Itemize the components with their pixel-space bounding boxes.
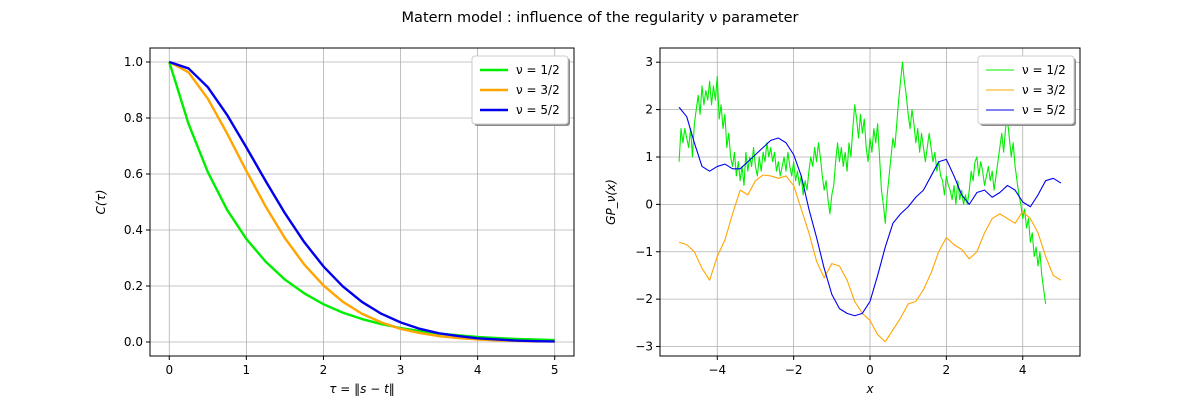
x-tick-label: 3 (397, 363, 405, 377)
legend-entry: ν = 5/2 (516, 103, 560, 117)
y-tick-label: 2 (645, 103, 653, 117)
legend-entry: ν = 1/2 (1022, 63, 1066, 77)
x-tick-label: 4 (1019, 363, 1027, 377)
y-tick-label: 0.2 (124, 279, 143, 293)
y-tick-label: 0.0 (124, 335, 143, 349)
series-line-1 (168, 61, 555, 342)
y-tick-label: 1.0 (124, 55, 143, 69)
x-tick-label: 0 (866, 363, 874, 377)
x-tick-label: −4 (708, 363, 726, 377)
x-tick-label: 2 (320, 363, 328, 377)
series-line-1 (678, 61, 1047, 304)
legend-entry: ν = 3/2 (516, 83, 560, 97)
y-tick-label: 0.4 (124, 223, 143, 237)
legend-entry: ν = 1/2 (516, 63, 560, 77)
x-tick-label: 0 (165, 363, 173, 377)
x-tick-label: 1 (243, 363, 251, 377)
covariance-chart: 0 1 2 3 4 5 0.0 0.2 0.4 0.6 0.8 1.0 τ = ‖s − t‖ C(τ) ν… (94, 47, 575, 396)
series-line-2 (678, 174, 1062, 343)
x-tick-label: −2 (785, 363, 803, 377)
x-tick-label: 4 (474, 363, 482, 377)
y-tick-label: 0.6 (124, 167, 143, 181)
legend-box (471, 55, 569, 125)
y-tick-label: −2 (635, 292, 653, 306)
y-axis-label: GP_ν(x) (604, 179, 618, 225)
y-tick-label: 1 (645, 150, 653, 164)
y-tick-label: 0 (645, 197, 653, 211)
legend-entry: ν = 3/2 (1022, 83, 1066, 97)
y-axis-label: C(τ) (94, 190, 108, 215)
y-tick-label: −3 (635, 340, 653, 354)
x-axis-label: τ = ‖s − t‖ (329, 382, 395, 396)
x-axis-label: x (865, 382, 874, 396)
series-line-3 (168, 60, 555, 343)
figure-suptitle: Matern model : influence of the regulari… (402, 10, 799, 26)
x-tick-label: 5 (551, 363, 559, 377)
legend-box (977, 55, 1075, 125)
axes-frame (149, 47, 575, 357)
realizations-chart: −4 −2 0 2 4 −3 −2 −1 0 1 2 3 x GP_ν(x) ν = 1/2 ν = 3/2 ν… (604, 47, 1081, 396)
y-tick-label: 3 (645, 55, 653, 69)
x-tick-label: 2 (943, 363, 951, 377)
y-tick-label: −1 (635, 245, 653, 259)
legend-entry: ν = 5/2 (1022, 103, 1066, 117)
y-tick-label: 0.8 (124, 111, 143, 125)
series-line-3 (678, 106, 1062, 317)
